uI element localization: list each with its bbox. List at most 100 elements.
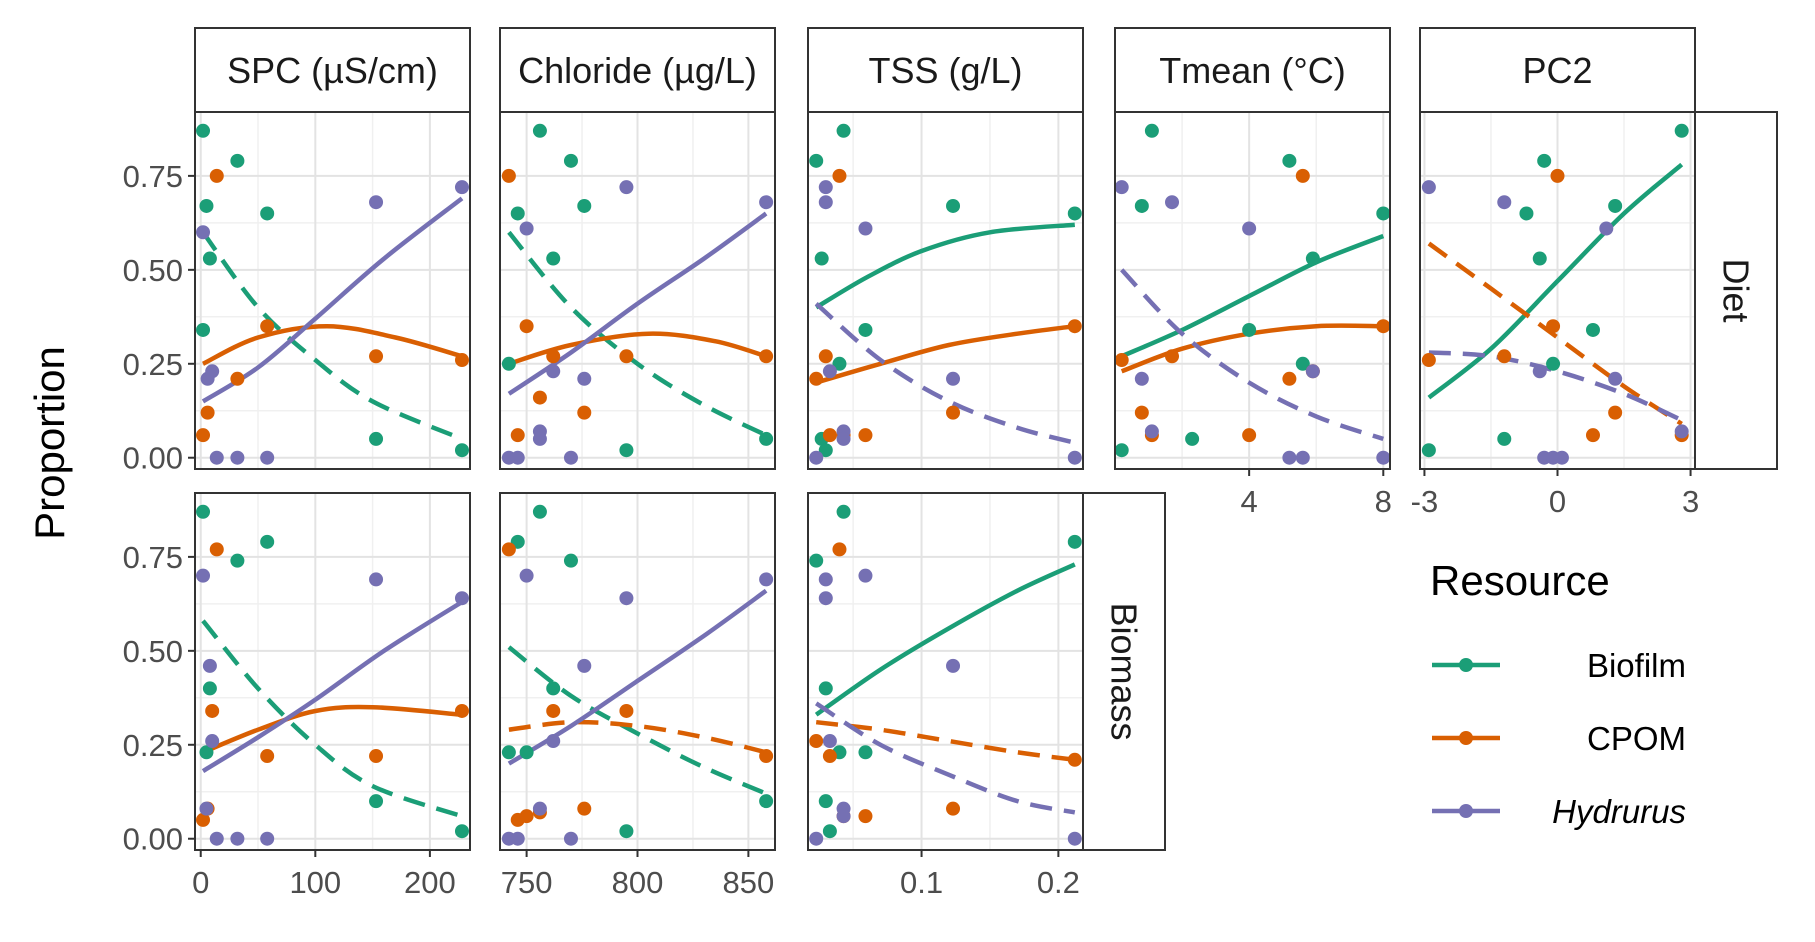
legend-title: Resource xyxy=(1430,557,1610,604)
point-biofilm xyxy=(202,251,217,266)
point-cpom xyxy=(818,349,833,364)
panel-diet-0: 0.00 0.25 0.50 0.75 xyxy=(123,111,471,476)
point-cpom xyxy=(832,542,847,557)
point-cpom xyxy=(1497,349,1512,364)
point-hydrurus xyxy=(563,831,578,846)
point-hydrurus xyxy=(809,831,824,846)
column-strip-4: PC2 xyxy=(1419,27,1696,113)
point-hydrurus xyxy=(1067,831,1082,846)
point-cpom xyxy=(519,319,534,334)
point-hydrurus xyxy=(202,658,217,673)
panel-background xyxy=(195,112,470,469)
point-biofilm xyxy=(369,431,384,446)
point-hydrurus xyxy=(1134,371,1149,386)
y-tick-label: 0.75 xyxy=(123,159,183,194)
point-cpom xyxy=(1295,168,1310,183)
panel-grid xyxy=(195,112,470,469)
x-tick-label: 0 xyxy=(192,865,209,900)
point-hydrurus xyxy=(818,180,833,195)
panel-grid xyxy=(808,493,1083,850)
point-biofilm xyxy=(230,153,245,168)
point-cpom xyxy=(454,703,469,718)
point-biofilm xyxy=(1067,206,1082,221)
panel-fits xyxy=(814,222,1076,445)
point-hydrurus xyxy=(260,450,275,465)
panel-grid xyxy=(500,112,775,469)
point-cpom xyxy=(577,801,592,816)
fit-line-biofilm xyxy=(507,645,767,796)
point-biofilm xyxy=(532,504,547,519)
point-hydrurus xyxy=(199,801,214,816)
point-cpom xyxy=(822,428,837,443)
point-biofilm xyxy=(818,443,833,458)
panel-fits xyxy=(201,600,464,819)
x-tick-label: 100 xyxy=(289,865,341,900)
point-biofilm xyxy=(1376,206,1391,221)
point-hydrurus xyxy=(454,180,469,195)
point-cpom xyxy=(519,809,534,824)
fit-line-biofilm xyxy=(201,619,463,819)
fit-line-cpom xyxy=(201,323,463,366)
point-hydrurus xyxy=(519,221,534,236)
point-hydrurus xyxy=(230,831,245,846)
row-strip-label: Biomass xyxy=(1104,602,1145,740)
panel-diet-2 xyxy=(807,111,1084,470)
panels-layer: SPC (µS/cm) Chloride (µg/L) TSS (g/L) Tmean… xyxy=(123,27,1778,900)
point-hydrurus xyxy=(532,801,547,816)
panel-points xyxy=(1421,123,1689,465)
point-biofilm xyxy=(809,553,824,568)
panel-biomass-0: 0.00 0.25 0.50 0.75 0 100 200 xyxy=(123,492,471,900)
legend: Resource Biofilm CPOM Hydrurus xyxy=(1430,557,1686,830)
fit-line-biofilm xyxy=(1427,162,1684,400)
point-hydrurus xyxy=(577,658,592,673)
point-biofilm xyxy=(836,123,851,138)
point-cpom xyxy=(230,371,245,386)
point-biofilm xyxy=(369,794,384,809)
point-cpom xyxy=(946,405,961,420)
point-hydrurus xyxy=(519,568,534,583)
panel-border xyxy=(1114,111,1391,470)
point-biofilm xyxy=(1282,153,1297,168)
panel-fits xyxy=(814,562,1076,815)
column-strip-label: SPC (µS/cm) xyxy=(227,50,438,91)
point-hydrurus xyxy=(1165,195,1180,210)
point-biofilm xyxy=(260,534,275,549)
point-biofilm xyxy=(1114,443,1129,458)
point-biofilm xyxy=(1185,431,1200,446)
point-cpom xyxy=(832,168,847,183)
panel-points xyxy=(809,123,1082,465)
point-hydrurus xyxy=(1282,450,1297,465)
x-tick-label: 800 xyxy=(612,865,664,900)
point-cpom xyxy=(510,428,525,443)
legend-key-point xyxy=(1459,804,1473,818)
point-hydrurus xyxy=(369,572,384,587)
point-biofilm xyxy=(501,356,516,371)
x-tick-label: 0.1 xyxy=(900,865,943,900)
point-hydrurus xyxy=(836,431,851,446)
point-cpom xyxy=(1421,353,1436,368)
y-axis-title: Proportion xyxy=(26,346,73,540)
fit-line-hydrurus xyxy=(201,600,464,774)
point-biofilm xyxy=(454,443,469,458)
point-cpom xyxy=(946,801,961,816)
x-tick-label: 200 xyxy=(404,865,456,900)
point-hydrurus xyxy=(532,431,547,446)
panel-background xyxy=(808,493,1083,850)
point-hydrurus xyxy=(196,225,211,240)
fit-line-biofilm xyxy=(201,230,463,441)
column-strip-box xyxy=(194,27,471,113)
point-biofilm xyxy=(501,745,516,760)
column-strip-label: TSS (g/L) xyxy=(868,50,1022,91)
point-hydrurus xyxy=(1608,371,1623,386)
panel-biomass-1: 750 800 850 xyxy=(499,492,776,900)
point-cpom xyxy=(200,405,215,420)
panel-border xyxy=(194,492,471,851)
point-biofilm xyxy=(202,681,217,696)
point-cpom xyxy=(1114,353,1129,368)
legend-entry-biofilm: Biofilm xyxy=(1432,647,1686,684)
point-biofilm xyxy=(1295,356,1310,371)
point-hydrurus xyxy=(260,831,275,846)
panel-background xyxy=(1115,112,1390,469)
point-hydrurus xyxy=(577,371,592,386)
point-biofilm xyxy=(832,356,847,371)
